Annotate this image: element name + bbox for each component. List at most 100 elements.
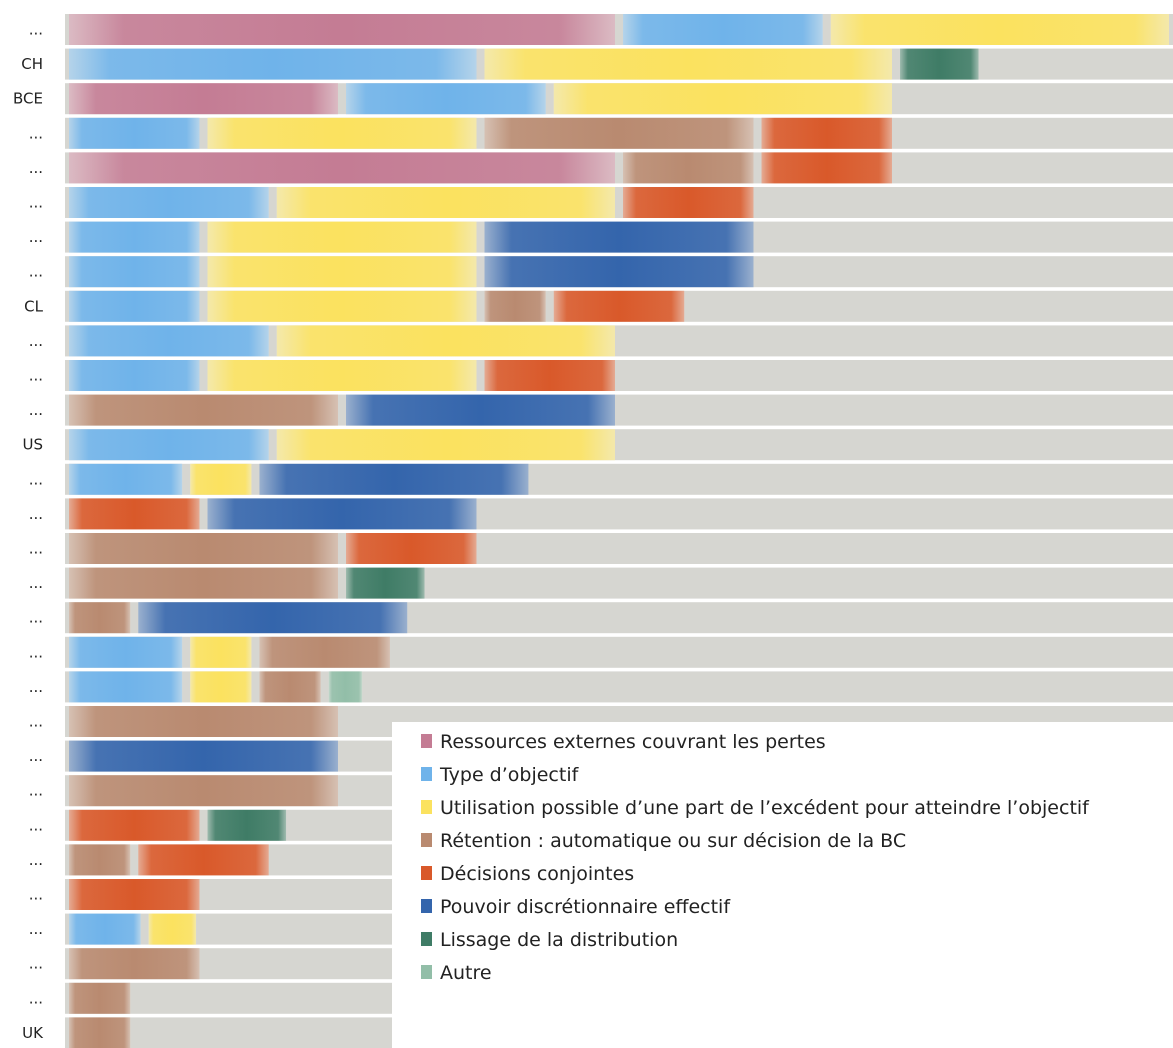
- row-label: ...: [29, 194, 43, 212]
- row-label: ...: [29, 609, 43, 627]
- row-label: ...: [29, 367, 43, 385]
- bar-segment-decisions-conjointes: [69, 879, 200, 910]
- legend-label: Utilisation possible d’une part de l’exc…: [440, 797, 1090, 819]
- bar-segment-type-d-objectif: [69, 429, 269, 461]
- row-label: ...: [29, 816, 43, 834]
- bar-segment-ressources-externes-couvrant-les-pertes: [69, 14, 615, 45]
- legend-label: Décisions conjointes: [440, 863, 634, 885]
- bar-segment-decisions-conjointes: [623, 187, 754, 218]
- bar-segment-type-d-objectif: [346, 83, 546, 115]
- bar-segment-type-d-objectif: [69, 360, 200, 391]
- row-label: ...: [29, 470, 43, 488]
- bar-segment-retention-automatique-ou-sur-decision-de-la-bc: [259, 636, 390, 668]
- legend-label: Pouvoir discrétionnaire effectif: [440, 896, 731, 918]
- row-label: US: [22, 436, 43, 454]
- bar-segment-retention-automatique-ou-sur-decision-de-la-bc: [623, 152, 754, 184]
- row-label: ...: [29, 643, 43, 661]
- bar-segment-retention-automatique-ou-sur-decision-de-la-bc: [69, 602, 131, 634]
- bar-segment-retention-automatique-ou-sur-decision-de-la-bc: [484, 117, 754, 149]
- row-label: ...: [29, 401, 43, 419]
- bar-segment-type-d-objectif: [69, 325, 269, 357]
- bar-segment-utilisation-possible-d-une-part-de-l-excedent-pour-atteindre-l-objectif: [207, 256, 477, 288]
- bar-segment-pouvoir-discretionnaire-effectif: [138, 602, 408, 634]
- bar-segment-decisions-conjointes: [761, 152, 892, 184]
- bar-segment-utilisation-possible-d-une-part-de-l-excedent-pour-atteindre-l-objectif: [484, 48, 892, 80]
- bar-segment-lissage-de-la-distribution: [207, 809, 287, 841]
- legend-swatch: [421, 833, 432, 847]
- bar-segment-type-d-objectif: [69, 463, 183, 495]
- bar-segment-type-d-objectif: [69, 187, 269, 218]
- bar-segment-utilisation-possible-d-une-part-de-l-excedent-pour-atteindre-l-objectif: [276, 325, 615, 357]
- row-label: ...: [29, 955, 43, 973]
- bar-segment-decisions-conjointes: [553, 290, 685, 322]
- row-label: ...: [29, 920, 43, 938]
- bar-segment-decisions-conjointes: [69, 809, 200, 841]
- row-label: ...: [29, 713, 43, 731]
- legend-label: Autre: [440, 962, 492, 984]
- legend-swatch: [421, 899, 432, 913]
- bar-segment-type-d-objectif: [69, 913, 141, 945]
- bar-segment-retention-automatique-ou-sur-decision-de-la-bc: [69, 706, 338, 737]
- row-label: ...: [29, 505, 43, 523]
- bar-segment-type-d-objectif: [69, 671, 183, 703]
- bar-segment-retention-automatique-ou-sur-decision-de-la-bc: [69, 948, 200, 980]
- bar-segment-type-d-objectif: [623, 14, 823, 45]
- legend-label: Ressources externes couvrant les pertes: [440, 731, 826, 753]
- row-label: ...: [29, 782, 43, 800]
- bar-segment-type-d-objectif: [69, 48, 477, 80]
- bar-segment-pouvoir-discretionnaire-effectif: [259, 463, 529, 495]
- bar-segment-utilisation-possible-d-une-part-de-l-excedent-pour-atteindre-l-objectif: [207, 117, 477, 149]
- legend-swatch: [421, 932, 432, 946]
- legend-label: Lissage de la distribution: [440, 929, 678, 951]
- bar-segment-type-d-objectif: [69, 117, 200, 149]
- legend-swatch: [421, 866, 432, 880]
- bar-segment-decisions-conjointes: [761, 117, 892, 149]
- bar-segment-retention-automatique-ou-sur-decision-de-la-bc: [69, 982, 131, 1014]
- bar-segment-autre: [328, 671, 363, 703]
- bar-segment-utilisation-possible-d-une-part-de-l-excedent-pour-atteindre-l-objectif: [190, 636, 252, 668]
- bar-segment-utilisation-possible-d-une-part-de-l-excedent-pour-atteindre-l-objectif: [190, 671, 252, 703]
- row-label: ...: [29, 332, 43, 350]
- row-label: ...: [29, 21, 43, 39]
- bar-segment-retention-automatique-ou-sur-decision-de-la-bc: [69, 844, 131, 876]
- row-label: UK: [22, 1024, 44, 1042]
- bar-segment-utilisation-possible-d-une-part-de-l-excedent-pour-atteindre-l-objectif: [553, 83, 892, 115]
- bar-segment-ressources-externes-couvrant-les-pertes: [69, 152, 615, 184]
- row-label: ...: [29, 159, 43, 177]
- bar-segment-lissage-de-la-distribution: [346, 567, 425, 599]
- bar-segment-decisions-conjointes: [346, 533, 477, 564]
- legend-swatch: [421, 734, 432, 748]
- bar-segment-utilisation-possible-d-une-part-de-l-excedent-pour-atteindre-l-objectif: [207, 360, 477, 391]
- bar-segment-retention-automatique-ou-sur-decision-de-la-bc: [69, 775, 338, 807]
- bar-segment-retention-automatique-ou-sur-decision-de-la-bc: [259, 671, 321, 703]
- bar-segment-utilisation-possible-d-une-part-de-l-excedent-pour-atteindre-l-objectif: [276, 187, 615, 218]
- bar-segment-utilisation-possible-d-une-part-de-l-excedent-pour-atteindre-l-objectif: [207, 221, 477, 253]
- row-label: ...: [29, 263, 43, 281]
- row-label: ...: [29, 228, 43, 246]
- row-label: ...: [29, 989, 43, 1007]
- row-labels: ... CH BCE............... CL......... US....…: [13, 21, 44, 1042]
- bar-segment-pouvoir-discretionnaire-effectif: [207, 498, 477, 530]
- bar-segment-type-d-objectif: [69, 636, 183, 668]
- bar-segment-retention-automatique-ou-sur-decision-de-la-bc: [484, 290, 546, 322]
- row-label: ...: [29, 851, 43, 869]
- bar-segment-ressources-externes-couvrant-les-pertes: [69, 83, 338, 115]
- legend-swatch: [421, 800, 432, 814]
- legend-swatch: [421, 965, 432, 979]
- bar-segment-retention-automatique-ou-sur-decision-de-la-bc: [69, 1017, 131, 1048]
- bar-segment-type-d-objectif: [69, 221, 200, 253]
- bar-segment-utilisation-possible-d-une-part-de-l-excedent-pour-atteindre-l-objectif: [207, 290, 477, 322]
- bar-segment-pouvoir-discretionnaire-effectif: [69, 740, 338, 772]
- legend: Ressources externes couvrant les pertes T…: [392, 722, 1173, 1048]
- bar-segment-type-d-objectif: [69, 290, 200, 322]
- legend-label: Rétention : automatique ou sur décision …: [440, 830, 906, 852]
- legend-swatch: [421, 767, 432, 781]
- row-label: CL: [24, 297, 43, 315]
- bar-segment-type-d-objectif: [69, 256, 200, 288]
- row-label: CH: [21, 55, 43, 73]
- row-label: ...: [29, 747, 43, 765]
- row-label: BCE: [13, 90, 43, 108]
- bar-segment-decisions-conjointes: [69, 498, 200, 530]
- bar-segment-utilisation-possible-d-une-part-de-l-excedent-pour-atteindre-l-objectif: [276, 429, 615, 461]
